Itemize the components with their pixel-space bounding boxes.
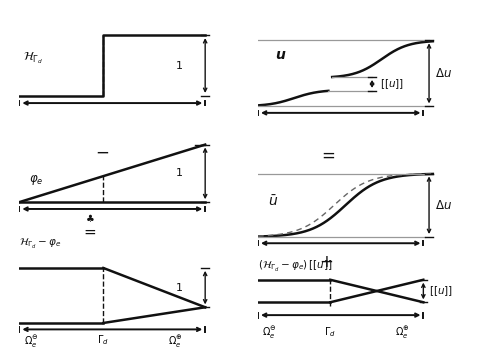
Text: $[[u]]$: $[[u]]$ (380, 77, 404, 91)
Text: $\bar{u}$: $\bar{u}$ (268, 195, 278, 209)
Text: $\Delta u$: $\Delta u$ (435, 199, 452, 212)
Text: $\Omega_{e}^{\oplus}$: $\Omega_{e}^{\oplus}$ (395, 325, 410, 341)
Text: $-$: $-$ (95, 142, 110, 161)
Text: $=$: $=$ (318, 146, 335, 164)
Text: $=$: $=$ (81, 224, 97, 239)
Text: $(\mathcal{H}_{\Gamma_d}-\varphi_e)\,[[u]]$: $(\mathcal{H}_{\Gamma_d}-\varphi_e)\,[[u… (258, 259, 333, 274)
Text: $\mathcal{H}_{\Gamma_d}$: $\mathcal{H}_{\Gamma_d}$ (23, 50, 44, 66)
Text: $\varphi_e$: $\varphi_e$ (30, 173, 44, 187)
Text: 1: 1 (176, 168, 183, 178)
Text: $\clubsuit$: $\clubsuit$ (85, 212, 94, 224)
Text: $+$: $+$ (319, 253, 334, 271)
Text: $\boldsymbol{u}$: $\boldsymbol{u}$ (275, 48, 287, 62)
Text: $\Omega_{e}^{\ominus}$: $\Omega_{e}^{\ominus}$ (24, 334, 39, 350)
Text: $\mathcal{H}_{\Gamma_d}-\varphi_e$: $\mathcal{H}_{\Gamma_d}-\varphi_e$ (19, 237, 62, 251)
Text: 1: 1 (176, 283, 183, 293)
Text: $\Omega_{e}^{\oplus}$: $\Omega_{e}^{\oplus}$ (168, 334, 183, 350)
Text: $\Delta u$: $\Delta u$ (435, 67, 452, 80)
Text: $\Omega_{e}^{\ominus}$: $\Omega_{e}^{\ominus}$ (262, 325, 277, 341)
Text: $\Gamma_d$: $\Gamma_d$ (97, 334, 109, 347)
Text: $\Gamma_d$: $\Gamma_d$ (324, 325, 336, 339)
Text: 1: 1 (176, 61, 183, 70)
Text: $[[u]]$: $[[u]]$ (429, 284, 453, 298)
